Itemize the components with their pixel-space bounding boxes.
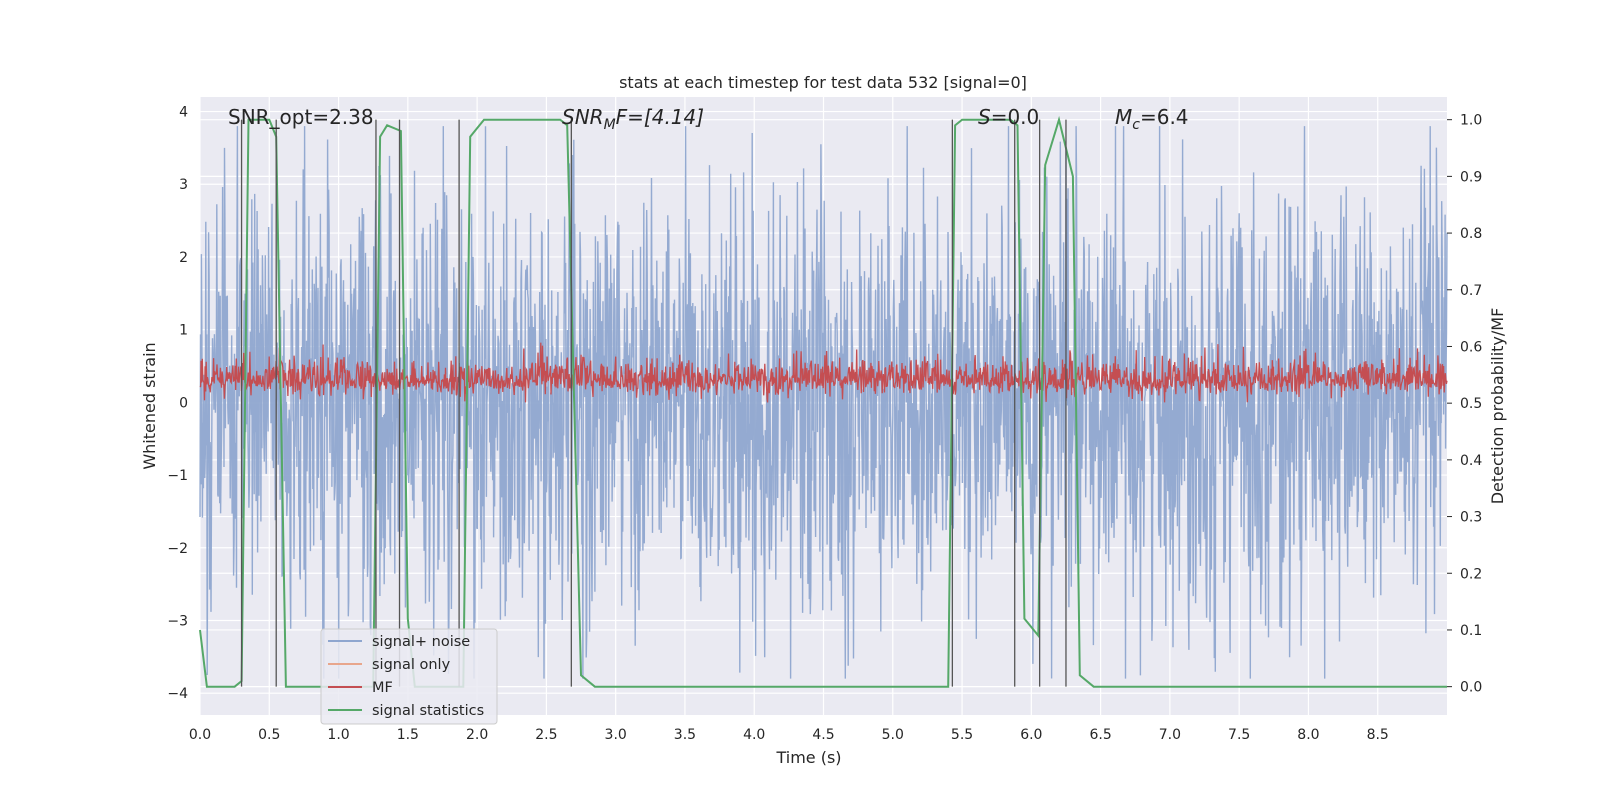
x-tick-label: 3.0 <box>605 727 627 743</box>
legend-label-signal-statistics: signal statistics <box>372 703 484 719</box>
x-tick-label: 3.5 <box>674 727 696 743</box>
x-tick-label: 7.0 <box>1159 727 1181 743</box>
x-tick-label: 1.0 <box>327 727 349 743</box>
legend-box <box>320 628 498 725</box>
y-right-tick-label: 0.3 <box>1460 510 1482 526</box>
x-tick-label: 1.5 <box>397 727 419 743</box>
y-right-tick-label: 0.6 <box>1460 339 1482 355</box>
y-left-tick-label: 0 <box>179 395 188 411</box>
x-tick-label: 8.5 <box>1367 727 1389 743</box>
annotation-snr-mf: SNRMF=[4.14] <box>562 105 704 133</box>
y-right-axis-label: Detection probability/MF <box>1488 308 1507 505</box>
x-tick-label: 7.5 <box>1228 727 1250 743</box>
x-tick-label: 5.0 <box>882 727 904 743</box>
y-right-tick-label: 0.1 <box>1460 623 1482 639</box>
y-left-tick-label: 4 <box>179 105 188 121</box>
y-right-tick-label: 0.9 <box>1460 169 1482 185</box>
y-right-tick-label: 0.4 <box>1460 453 1482 469</box>
legend-label-signal-only: signal only <box>372 657 451 673</box>
annotation-snr-opt: SNR_opt=2.38 <box>228 105 374 129</box>
y-left-tick-label: −2 <box>167 541 188 557</box>
vertical-markers <box>240 119 1067 687</box>
x-tick-label: 2.0 <box>466 727 488 743</box>
x-tick-labels: 0.0 0.5 1.0 1.5 2.0 2.5 3.0 3.5 4.0 4.5 5.0 5.5 6.0 6… <box>189 727 1389 743</box>
x-tick-label: 4.5 <box>812 727 834 743</box>
x-tick-label: 5.5 <box>951 727 973 743</box>
legend-label-mf: MF <box>372 680 393 696</box>
x-tick-label: 4.0 <box>743 727 765 743</box>
y-left-tick-label: 3 <box>179 177 188 193</box>
y-left-tick-label: −4 <box>167 686 188 702</box>
y-left-tick-labels: −4 −3 −2 −1 0 1 2 3 4 <box>167 105 188 703</box>
legend-label-signal-noise: signal+ noise <box>372 634 470 650</box>
x-tick-label: 6.0 <box>1020 727 1042 743</box>
annotation-mc: Mc=6.4 <box>1115 105 1189 133</box>
legend: signal+ noise signal only MF signal stat… <box>320 628 498 725</box>
y-left-tick-label: 1 <box>179 323 188 339</box>
x-tick-label: 6.5 <box>1089 727 1111 743</box>
x-axis-label: Time (s) <box>775 748 841 767</box>
y-right-tick-label: 0.5 <box>1460 396 1482 412</box>
x-tick-label: 2.5 <box>535 727 557 743</box>
y-left-axis-label: Whitened strain <box>140 342 159 469</box>
y-left-tick-label: −3 <box>167 613 188 629</box>
y-left-tick-label: −1 <box>167 468 188 484</box>
x-tick-label: 0.5 <box>258 727 280 743</box>
y-right-tick-labels: 0.0 0.1 0.2 0.3 0.4 0.5 0.6 0.7 0.8 0.9 1.0 <box>1447 113 1482 696</box>
mf-line <box>199 342 1448 403</box>
y-left-tick-label: 2 <box>179 250 188 266</box>
y-right-tick-label: 0.7 <box>1460 283 1482 299</box>
y-right-tick-label: 0.8 <box>1460 226 1482 242</box>
annotation-s: S=0.0 <box>978 105 1039 129</box>
x-tick-label: 8.0 <box>1297 727 1319 743</box>
y-right-tick-label: 0.0 <box>1460 680 1482 696</box>
x-tick-label: 0.0 <box>189 727 211 743</box>
y-right-tick-label: 0.2 <box>1460 566 1482 582</box>
chart-title: stats at each timestep for test data 532… <box>619 73 1027 92</box>
y-right-tick-label: 1.0 <box>1460 113 1482 129</box>
